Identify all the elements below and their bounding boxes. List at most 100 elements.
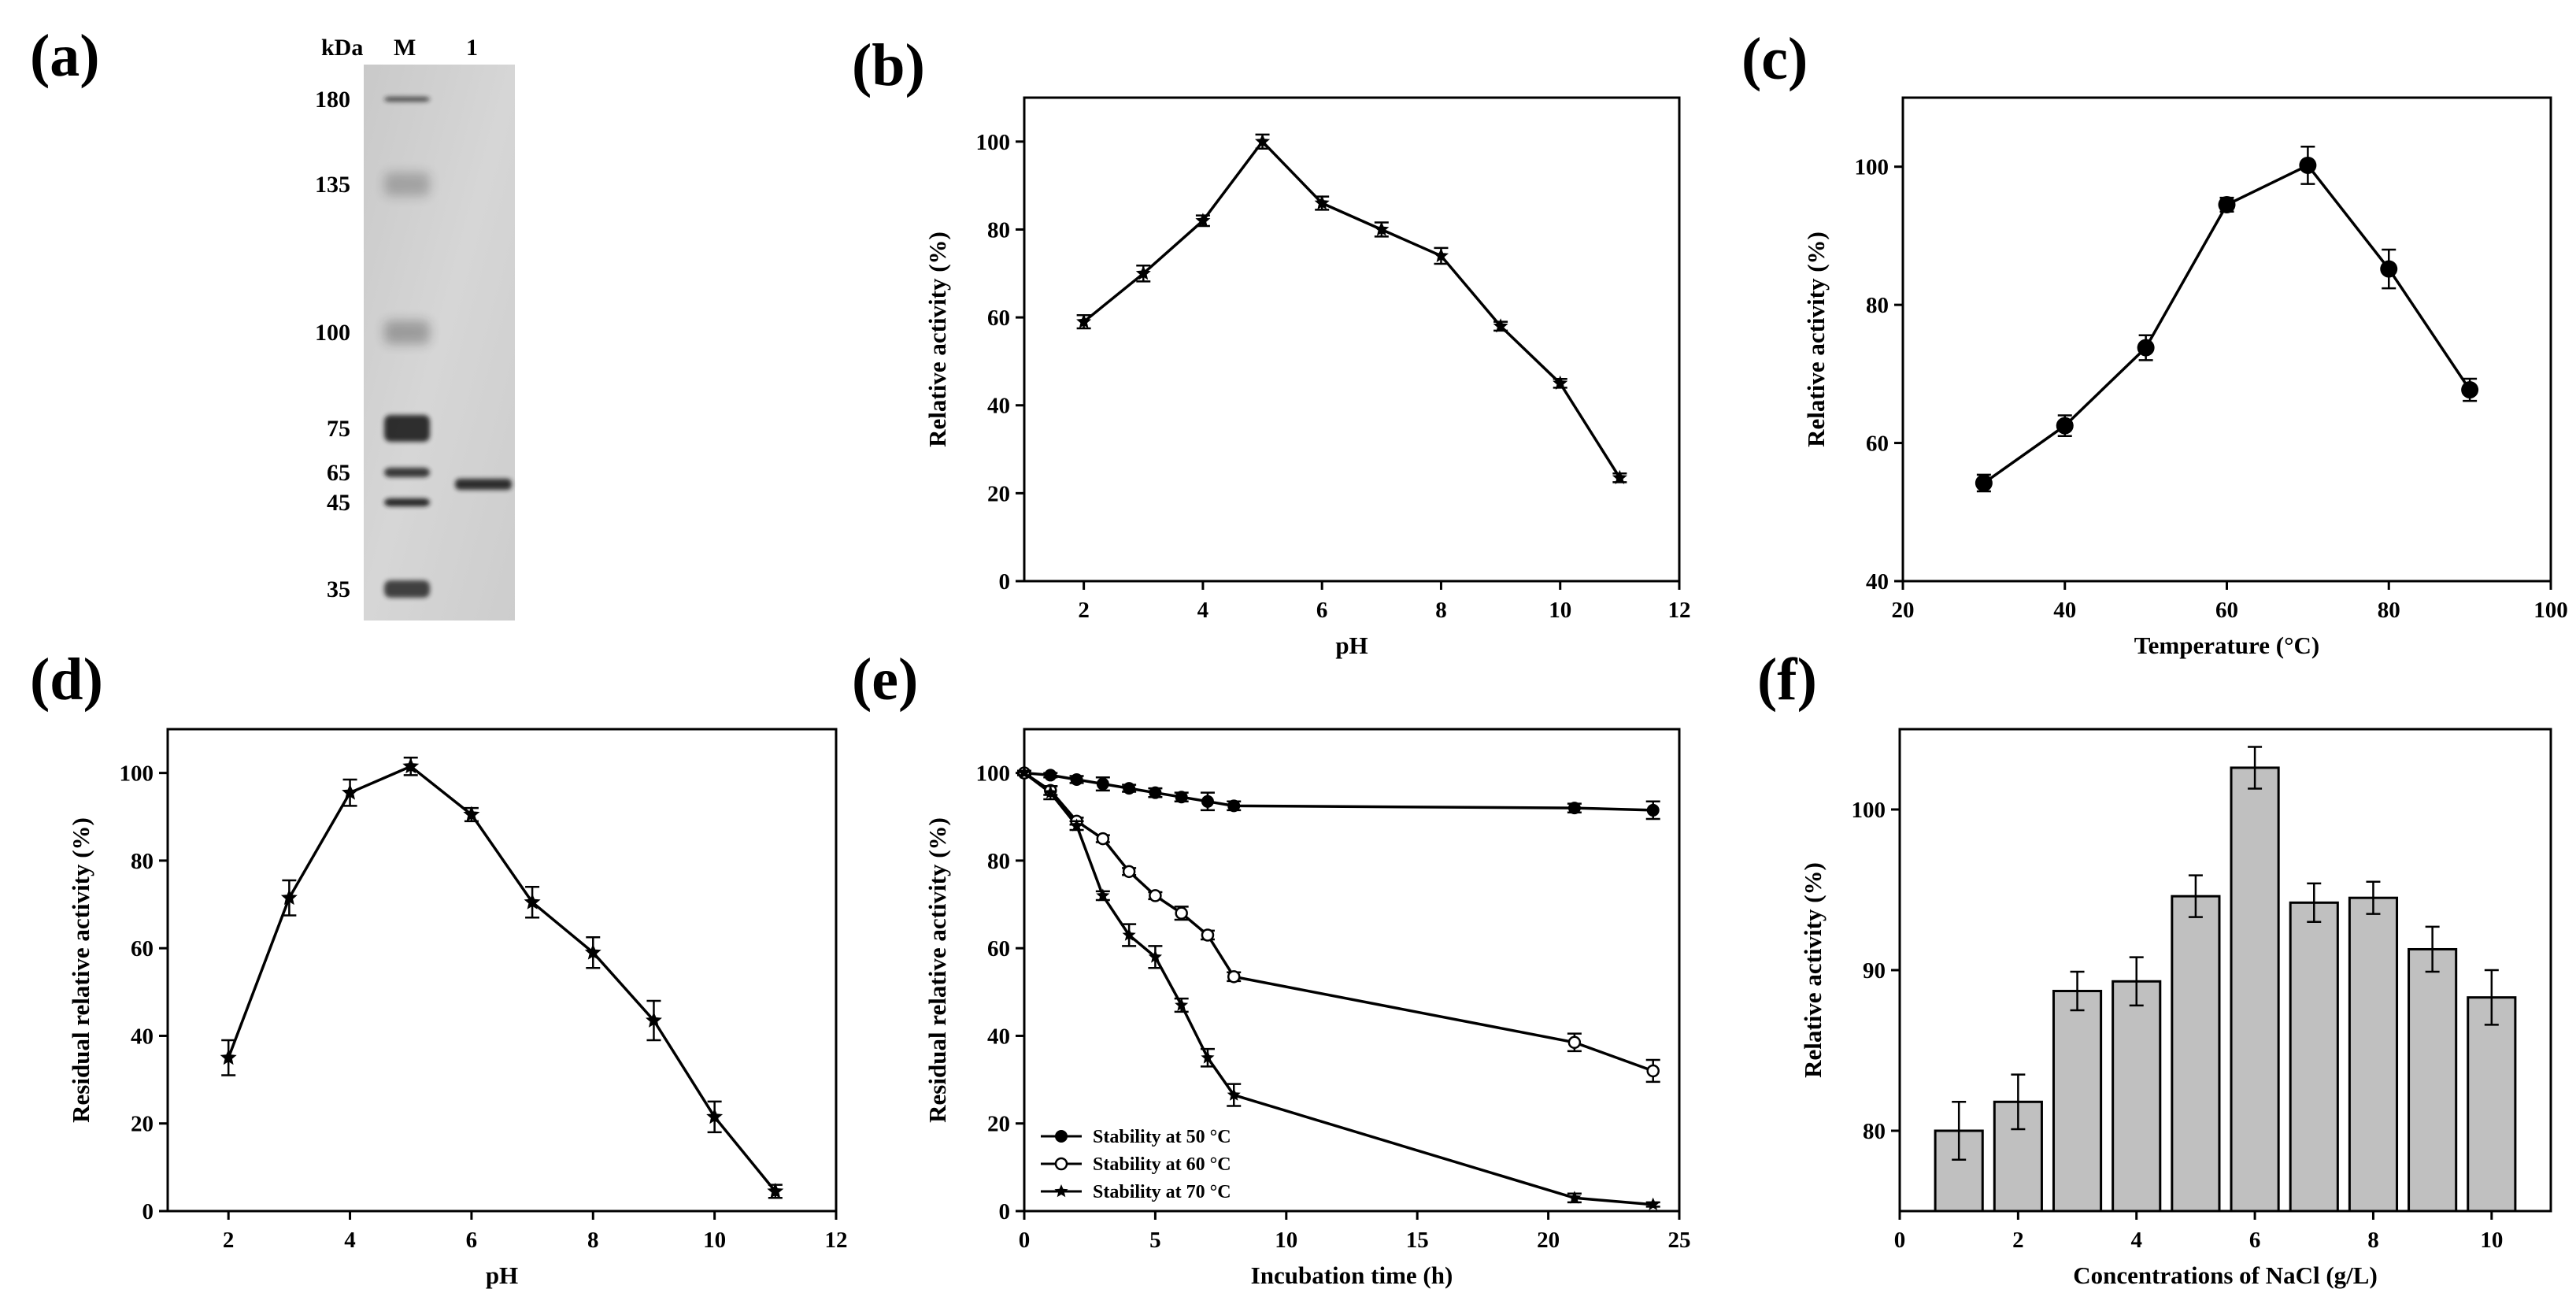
chart-e-frame (1023, 728, 1681, 1213)
chart-f-errorbar-1 (1952, 1101, 1967, 1161)
chart-e-series-1-point-9 (1567, 1035, 1582, 1050)
chart-e-xtick-label-10: 10 (1275, 1228, 1297, 1253)
chart-f-ytick-label-80: 80 (1863, 1119, 1886, 1144)
chart-b-ytick-label-60: 60 (987, 306, 1010, 331)
chart-e-series-1-line (1023, 772, 1654, 1072)
chart-e-series-1-point-3 (1096, 832, 1110, 846)
chart-d-series-0-point-1 (280, 889, 298, 906)
chart-e-ytick-label-100: 100 (976, 761, 1011, 787)
chart-e-series-2-point-8 (1227, 1087, 1241, 1101)
chart-d-series-0-point-0 (220, 1049, 237, 1065)
chart-f-bar-5 (2171, 895, 2221, 1213)
gel-marker-label-75: 75 (327, 416, 350, 442)
chart-b-ytick-label-100: 100 (976, 130, 1011, 155)
chart-f-errorbar-9 (2425, 925, 2440, 973)
chart-d-ph-stability: 2 4 6 8 10 12 0 20 40 60 80 100 pH Residual relative … (67, 728, 848, 1289)
chart-e-series-0-point-1 (1044, 769, 1057, 782)
chart-f-xtick-label-6: 6 (2249, 1228, 2261, 1253)
chart-e-series-2-point-10 (1646, 1197, 1660, 1210)
chart-c-xtick-label-60: 60 (2215, 598, 2238, 623)
chart-b-series-0-point-1 (1135, 265, 1151, 280)
chart-e-ylabel: Residual relative activity (%) (923, 817, 951, 1123)
chart-e-xtick-label-20: 20 (1537, 1228, 1560, 1253)
gel-marker-band-45 (384, 498, 430, 506)
chart-f-ylabel: Relative activity (%) (1799, 862, 1827, 1078)
chart-c-xtick-label-100: 100 (2533, 598, 2568, 623)
chart-e-series-0-point-8 (1227, 799, 1241, 813)
chart-d-xtick-label-6: 6 (466, 1228, 478, 1253)
chart-c-series-0-point-4 (2299, 156, 2317, 174)
chart-d-xtick-label-10: 10 (703, 1228, 726, 1253)
chart-e-series-1-point-4 (1122, 865, 1136, 879)
chart-b-series-0-point-7 (1493, 318, 1508, 333)
chart-b-series-0-line (1083, 139, 1621, 479)
panel-label-b: (b) (852, 32, 925, 98)
panel-label-e: (e) (852, 646, 918, 713)
chart-d-series-0-point-2 (342, 784, 358, 800)
chart-e-series-1-point-10 (1646, 1064, 1660, 1078)
chart-b-series-0-point-9 (1612, 469, 1627, 484)
chart-e-series-0-point-9 (1567, 802, 1581, 815)
chart-b-series-0-point-5 (1374, 221, 1390, 236)
chart-f-errorbar-5 (2188, 874, 2203, 918)
chart-e-legend-marker-2 (1054, 1184, 1068, 1198)
chart-c-series-0-point-3 (2218, 195, 2236, 213)
gel-marker-band-180 (384, 97, 430, 102)
chart-d-xtick-label-4: 4 (344, 1228, 356, 1253)
chart-c-xtick-label-80: 80 (2378, 598, 2400, 623)
chart-e-series-2-point-1 (1043, 785, 1057, 798)
chart-b-xtick-label-10: 10 (1549, 598, 1571, 623)
chart-d-series-0-point-6 (584, 943, 601, 960)
chart-d-series-0-line (227, 765, 777, 1193)
panel-label-f: (f) (1757, 646, 1817, 713)
chart-e-series-1-point-6 (1175, 906, 1188, 920)
chart-e-series-0-point-6 (1175, 791, 1188, 804)
chart-d-xtick-label-12: 12 (825, 1228, 848, 1253)
chart-d-xlabel: pH (486, 1261, 518, 1289)
chart-f-ytick-label-100: 100 (1852, 798, 1886, 823)
chart-d-ytick-label-80: 80 (131, 849, 154, 874)
gel-marker-label-135: 135 (315, 172, 350, 198)
chart-f-bar-10 (2467, 996, 2517, 1213)
chart-f-errorbar-10 (2484, 969, 2499, 1026)
chart-b-ytick-label-20: 20 (987, 481, 1010, 506)
chart-c-ylabel: Relative activity (%) (1802, 232, 1830, 447)
chart-d-xtick-label-8: 8 (587, 1228, 599, 1253)
chart-e-legend-label-2: Stability at 70 °C (1093, 1182, 1231, 1202)
chart-e-series-2-point-2 (1070, 818, 1084, 832)
chart-e-series-1-point-8 (1227, 970, 1241, 984)
chart-f-xtick-label-4: 4 (2130, 1228, 2142, 1253)
chart-f-bar-8 (2348, 896, 2399, 1213)
chart-b-ph-activity: 2 4 6 8 10 12 0 20 40 60 80 100 pH Relative activity … (923, 96, 1691, 659)
chart-b-xtick-label-2: 2 (1078, 598, 1090, 623)
chart-c-series-0-point-5 (2380, 260, 2398, 278)
chart-c-series-0-point-0 (1975, 474, 1993, 492)
chart-e-ytick-label-20: 20 (987, 1112, 1010, 1137)
chart-e-ytick-label-80: 80 (987, 849, 1010, 874)
chart-e-ytick-label-0: 0 (999, 1199, 1011, 1224)
chart-d-ytick-label-100: 100 (120, 761, 154, 787)
sds-page-gel: kDa M 1 180 135 100 75 65 45 35 (315, 35, 515, 621)
chart-d-ytick-label-0: 0 (142, 1199, 154, 1224)
gel-marker-band-75 (384, 415, 430, 442)
gel-marker-label-100: 100 (315, 320, 350, 346)
chart-b-series-0-point-3 (1255, 133, 1271, 148)
chart-c-xtick-label-40: 40 (2053, 598, 2076, 623)
chart-f-xtick-label-2: 2 (2012, 1228, 2024, 1253)
chart-f-ytick-label-90: 90 (1863, 958, 1886, 984)
chart-e-series-0-point-4 (1123, 782, 1136, 795)
chart-b-ytick-label-40: 40 (987, 394, 1010, 419)
chart-b-frame (1023, 96, 1681, 583)
chart-c-ytick-label-60: 60 (1866, 432, 1889, 457)
chart-e-series-2-point-7 (1201, 1050, 1215, 1064)
chart-d-series-0-point-9 (767, 1183, 784, 1198)
chart-c-xtick-label-20: 20 (1892, 598, 1915, 623)
chart-e-series-2-point-4 (1122, 928, 1136, 941)
chart-e-series-0-point-3 (1096, 777, 1109, 791)
chart-e-series-0-point-7 (1201, 795, 1214, 808)
chart-e-legend-label-0: Stability at 50 °C (1093, 1127, 1231, 1147)
chart-f-errorbar-6 (2248, 746, 2263, 790)
chart-f-errorbar-4 (2129, 956, 2144, 1007)
